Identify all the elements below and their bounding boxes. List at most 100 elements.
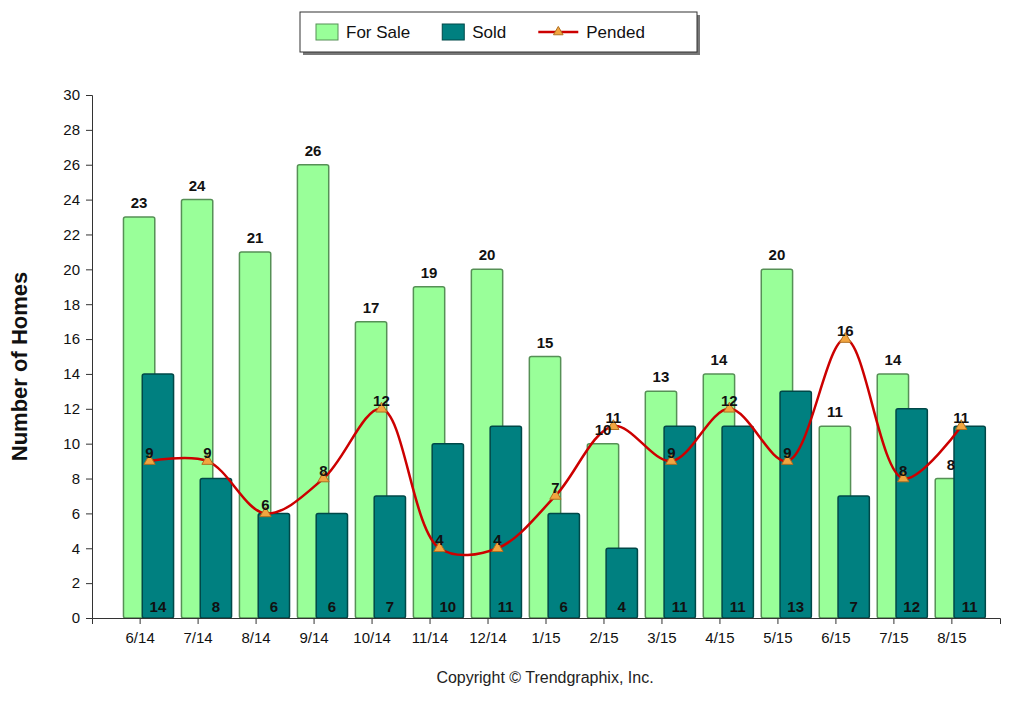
data-label: 9 bbox=[667, 444, 675, 461]
tick-label: 26 bbox=[63, 156, 80, 173]
bar bbox=[954, 426, 985, 618]
tick-mark bbox=[86, 130, 92, 131]
tick-mark bbox=[86, 583, 92, 584]
data-label: 8 bbox=[212, 598, 220, 615]
tick-label: 2/15 bbox=[589, 629, 618, 646]
data-label: 6 bbox=[261, 496, 269, 513]
tick-mark bbox=[835, 618, 836, 624]
tick-mark bbox=[372, 618, 373, 624]
tick-label: 20 bbox=[63, 261, 80, 278]
tick-mark bbox=[86, 269, 92, 270]
data-label: 14 bbox=[150, 598, 167, 615]
data-label: 14 bbox=[711, 351, 728, 368]
legend-label: Pended bbox=[586, 23, 645, 42]
tick-mark bbox=[86, 618, 92, 619]
plot-area bbox=[123, 165, 985, 618]
data-label: 6 bbox=[328, 598, 336, 615]
tick-mark bbox=[86, 304, 92, 305]
tick: 28 bbox=[63, 121, 92, 138]
tick-label: 8/14 bbox=[241, 629, 270, 646]
line bbox=[150, 339, 962, 555]
tick: 5/15 bbox=[763, 618, 792, 646]
bar bbox=[722, 426, 753, 618]
bar bbox=[490, 426, 521, 618]
tick: 20 bbox=[63, 261, 92, 278]
data-label: 8 bbox=[899, 462, 907, 479]
tick-label: 8/15 bbox=[937, 629, 966, 646]
data-label: 6 bbox=[560, 598, 568, 615]
data-label: 24 bbox=[189, 177, 206, 194]
tick-label: 6/15 bbox=[821, 629, 850, 646]
bar bbox=[780, 391, 811, 618]
tick: 2/15 bbox=[589, 618, 618, 646]
data-label: 11 bbox=[962, 598, 978, 615]
tick: 14 bbox=[63, 365, 92, 382]
bar bbox=[606, 548, 637, 618]
tick-label: 14 bbox=[63, 365, 80, 382]
data-label: 13 bbox=[653, 368, 670, 385]
tick-mark bbox=[86, 513, 92, 514]
tick: 4 bbox=[72, 540, 92, 557]
data-label: 7 bbox=[551, 479, 559, 496]
tick-mark bbox=[86, 200, 92, 201]
tick-label: 6 bbox=[72, 505, 80, 522]
tick: 10 bbox=[63, 435, 92, 452]
legend-swatch bbox=[316, 24, 338, 40]
tick-label: 6/14 bbox=[126, 629, 155, 646]
data-label: 23 bbox=[131, 194, 148, 211]
bar bbox=[838, 496, 869, 618]
tick-label: 12 bbox=[63, 400, 80, 417]
legend-swatch bbox=[442, 24, 464, 40]
data-label: 8 bbox=[947, 456, 955, 473]
bar bbox=[142, 374, 173, 618]
tick-mark bbox=[661, 618, 662, 624]
tick-label: 12/14 bbox=[469, 629, 507, 646]
bar bbox=[258, 513, 289, 618]
legend-box bbox=[300, 12, 697, 52]
tick-label: 18 bbox=[63, 296, 80, 313]
tick-label: 0 bbox=[72, 609, 80, 626]
tick-mark bbox=[546, 618, 547, 624]
tick: 16 bbox=[63, 330, 92, 347]
tick: 6/15 bbox=[821, 618, 850, 646]
tick-mark bbox=[256, 618, 257, 624]
data-label: 12 bbox=[721, 392, 738, 409]
tick-mark bbox=[198, 618, 199, 624]
data-label: 9 bbox=[203, 444, 211, 461]
data-label: 12 bbox=[373, 392, 390, 409]
tick: 8 bbox=[72, 470, 92, 487]
data-label: 20 bbox=[769, 246, 786, 263]
tick-mark bbox=[140, 618, 141, 624]
tick: 8/15 bbox=[937, 618, 966, 646]
tick-label: 8 bbox=[72, 470, 80, 487]
tick: 18 bbox=[63, 296, 92, 313]
tick-mark bbox=[603, 618, 604, 624]
data-label: 13 bbox=[787, 598, 804, 615]
tick-mark bbox=[430, 618, 431, 624]
data-label: 11 bbox=[605, 409, 621, 426]
data-label: 10 bbox=[439, 598, 456, 615]
data-label: 16 bbox=[837, 322, 854, 339]
data-label: 12 bbox=[903, 598, 920, 615]
bar bbox=[374, 496, 405, 618]
tick-label: 1/15 bbox=[531, 629, 560, 646]
tick: 6/14 bbox=[126, 618, 155, 646]
tick: 7/14 bbox=[184, 618, 213, 646]
tick: 22 bbox=[63, 226, 92, 243]
data-label: 15 bbox=[537, 334, 554, 351]
tick: 12 bbox=[63, 400, 92, 417]
bar bbox=[664, 426, 695, 618]
tick-label: 10/14 bbox=[353, 629, 391, 646]
legend-item: Pended bbox=[538, 23, 645, 42]
tick: 30 bbox=[63, 86, 92, 103]
data-label: 8 bbox=[319, 462, 327, 479]
data-label: 11 bbox=[498, 598, 514, 615]
tick-label: 7/15 bbox=[879, 629, 908, 646]
tick-mark bbox=[893, 618, 894, 624]
tick-mark bbox=[86, 234, 92, 235]
tick-label: 2 bbox=[72, 574, 80, 591]
tick-mark bbox=[719, 618, 720, 624]
tick-label: 10 bbox=[63, 435, 80, 452]
tick: 1/15 bbox=[531, 618, 560, 646]
tick-mark bbox=[314, 618, 315, 624]
